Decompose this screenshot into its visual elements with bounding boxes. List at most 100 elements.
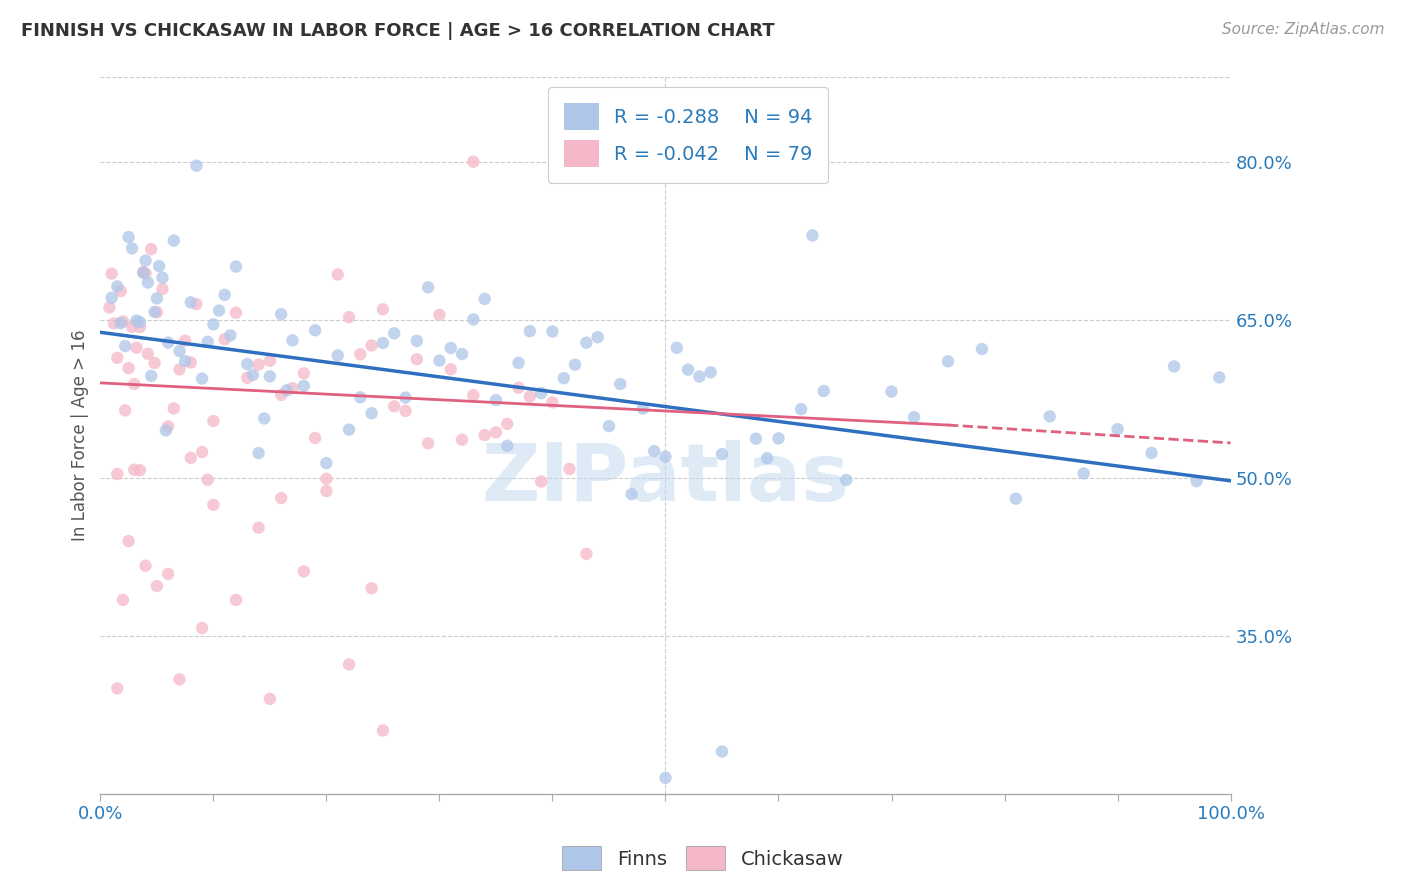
Point <box>169 362 191 376</box>
Point <box>105 467 128 481</box>
Point <box>360 338 382 352</box>
Legend: Finns, Chickasaw: Finns, Chickasaw <box>554 838 852 878</box>
Point <box>197 473 219 487</box>
Point <box>1185 474 1208 488</box>
Point <box>117 534 139 549</box>
Point <box>143 356 166 370</box>
Point <box>485 425 508 440</box>
Point <box>214 332 236 346</box>
Point <box>236 357 259 371</box>
Point <box>553 371 575 385</box>
Point <box>463 388 485 402</box>
Point <box>141 368 163 383</box>
Point <box>202 318 225 332</box>
Point <box>530 475 553 489</box>
Point <box>371 336 394 351</box>
Point <box>1163 359 1185 374</box>
Point <box>1073 467 1095 481</box>
Point <box>880 384 903 399</box>
Point <box>157 419 180 434</box>
Point <box>326 349 349 363</box>
Point <box>292 379 315 393</box>
Point <box>146 579 169 593</box>
Point <box>620 487 643 501</box>
Point <box>180 355 202 369</box>
Point <box>202 498 225 512</box>
Point <box>157 335 180 350</box>
Point <box>315 472 337 486</box>
Point <box>121 319 143 334</box>
Point <box>157 566 180 581</box>
Point <box>382 326 405 341</box>
Point <box>665 341 688 355</box>
Point <box>202 414 225 428</box>
Point <box>474 292 496 306</box>
Point <box>768 431 790 445</box>
Point <box>122 463 145 477</box>
Point <box>225 306 247 320</box>
Point <box>186 159 208 173</box>
Point <box>236 370 259 384</box>
Point <box>903 410 925 425</box>
Point <box>801 228 824 243</box>
Point <box>136 347 159 361</box>
Point <box>530 386 553 401</box>
Point <box>304 323 326 337</box>
Point <box>1039 409 1062 424</box>
Point <box>519 390 541 404</box>
Point <box>756 451 779 466</box>
Point <box>382 400 405 414</box>
Point <box>208 303 231 318</box>
Point <box>253 411 276 425</box>
Point <box>463 312 485 326</box>
Point <box>225 260 247 274</box>
Point <box>180 450 202 465</box>
Point <box>125 313 148 327</box>
Point <box>292 367 315 381</box>
Point <box>132 265 155 279</box>
Point <box>214 288 236 302</box>
Legend: R = -0.288    N = 94, R = -0.042    N = 79: R = -0.288 N = 94, R = -0.042 N = 79 <box>548 87 828 183</box>
Text: FINNISH VS CHICKASAW IN LABOR FORCE | AGE > 16 CORRELATION CHART: FINNISH VS CHICKASAW IN LABOR FORCE | AG… <box>21 22 775 40</box>
Point <box>558 462 581 476</box>
Point <box>281 381 304 395</box>
Point <box>180 295 202 310</box>
Point <box>169 344 191 359</box>
Point <box>790 402 813 417</box>
Point <box>110 284 132 298</box>
Point <box>247 446 270 460</box>
Point <box>360 582 382 596</box>
Point <box>174 354 197 368</box>
Point <box>451 347 474 361</box>
Point <box>564 358 586 372</box>
Point <box>429 353 451 368</box>
Point <box>135 267 157 281</box>
Point <box>688 369 710 384</box>
Point <box>191 445 214 459</box>
Point <box>676 362 699 376</box>
Point <box>416 436 439 450</box>
Point <box>609 377 631 392</box>
Point <box>326 268 349 282</box>
Point <box>98 301 121 315</box>
Point <box>129 463 152 477</box>
Point <box>337 657 360 672</box>
Point <box>745 432 768 446</box>
Point <box>259 354 281 368</box>
Point <box>371 302 394 317</box>
Point <box>519 324 541 338</box>
Point <box>110 316 132 330</box>
Point <box>155 423 177 437</box>
Point <box>654 771 676 785</box>
Point <box>575 547 598 561</box>
Point <box>276 383 298 397</box>
Text: Source: ZipAtlas.com: Source: ZipAtlas.com <box>1222 22 1385 37</box>
Point <box>541 395 564 409</box>
Point <box>337 310 360 325</box>
Point <box>186 297 208 311</box>
Point <box>242 368 264 382</box>
Point <box>315 483 337 498</box>
Point <box>143 305 166 319</box>
Point <box>496 439 519 453</box>
Point <box>100 267 122 281</box>
